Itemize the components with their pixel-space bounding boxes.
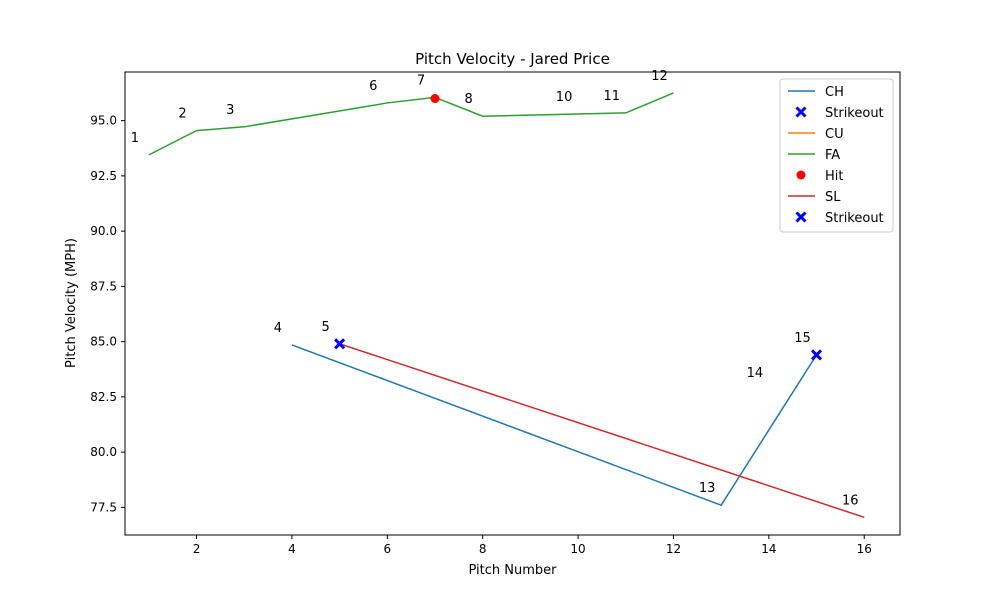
- pitch-number-label: 16: [842, 493, 859, 508]
- pitch-number-label: 8: [465, 92, 473, 107]
- legend-entry-label: FA: [825, 148, 840, 163]
- x-tick-label: 16: [857, 542, 872, 556]
- y-tick-label: 92.5: [90, 169, 117, 183]
- legend-entry-label: CH: [825, 85, 844, 100]
- y-tick-label: 90.0: [90, 224, 117, 238]
- legend: CH Strikeout CU FA Hit SL Strikeout: [779, 78, 894, 233]
- y-tick-label: 85.0: [90, 335, 117, 349]
- legend-entry-label: Strikeout: [825, 211, 884, 226]
- pitch-number-label: 1: [131, 131, 139, 146]
- legend-entry-label: Hit: [825, 169, 843, 184]
- legend-entry-label: Strikeout: [825, 106, 884, 121]
- y-tick-label: 82.5: [90, 390, 117, 404]
- pitch-number-label: 5: [321, 320, 329, 335]
- y-tick-label: 80.0: [90, 445, 117, 459]
- axes-frame: [124, 71, 901, 536]
- plot-area: [148, 92, 865, 519]
- legend-entry-label: CU: [825, 127, 844, 142]
- strikeout-marker: [810, 349, 823, 361]
- pitch-number-label: 13: [699, 481, 716, 496]
- x-tick-label: 12: [666, 542, 681, 556]
- y-axis-label: Pitch Velocity (MPH): [64, 238, 79, 368]
- legend-strikeout-swatch: [795, 211, 807, 223]
- legend-entry-label: SL: [825, 190, 841, 205]
- strikeout-marker: [334, 338, 346, 350]
- y-tick-label: 95.0: [90, 114, 117, 128]
- y-tick-label: 77.5: [90, 500, 117, 514]
- pitch-number-label: 4: [274, 321, 282, 336]
- pitch-number-label: 7: [417, 73, 425, 88]
- pitch-number-label: 11: [603, 89, 620, 104]
- pitch-number-label: 6: [369, 79, 377, 94]
- legend-strikeout-swatch: [795, 106, 807, 118]
- x-tick-label: 8: [479, 542, 487, 556]
- pitch-number-label: 15: [794, 331, 811, 346]
- series-line-ch: [291, 344, 818, 507]
- x-tick-label: 2: [193, 542, 201, 556]
- legend-box: [779, 78, 894, 233]
- pitch-number-label: 3: [226, 103, 234, 118]
- series-line-fa: [148, 92, 674, 156]
- x-tick-label: 14: [761, 542, 776, 556]
- axis-ticks: 2 4 6 8 10 12 14 1677.580.082.585.087.590.092.5…: [90, 114, 872, 556]
- pitch-number-label: 2: [178, 107, 186, 122]
- pitch-number-label: 14: [747, 366, 764, 381]
- x-axis-label: Pitch Number: [468, 563, 557, 578]
- y-tick-label: 87.5: [90, 279, 117, 293]
- x-tick-label: 4: [288, 542, 296, 556]
- pitch-number-label: 10: [556, 90, 573, 105]
- legend-hit-swatch: [796, 170, 806, 180]
- chart-title: Pitch Velocity - Jared Price: [415, 50, 610, 68]
- x-tick-label: 10: [570, 542, 585, 556]
- x-tick-label: 6: [383, 542, 391, 556]
- pitch-number-label: 12: [651, 69, 668, 84]
- hit-marker: [430, 94, 440, 104]
- series-line-sl: [339, 343, 865, 519]
